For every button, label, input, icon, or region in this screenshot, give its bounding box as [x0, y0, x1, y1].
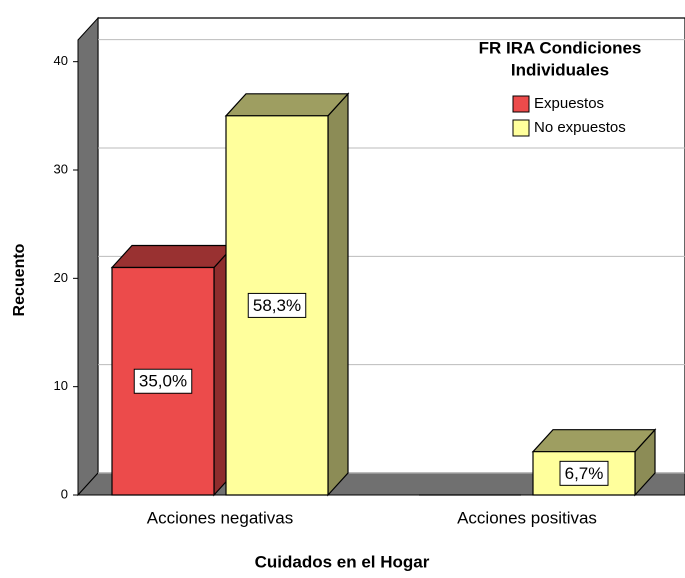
- bar-top: [110, 244, 236, 269]
- y-tick-label: 40: [54, 53, 68, 68]
- data-label: 58,3%: [253, 296, 301, 315]
- y-tick-label: 10: [54, 378, 68, 393]
- legend-title: Individuales: [511, 60, 609, 79]
- data-label-box: [559, 460, 609, 486]
- legend-label: Expuestos: [534, 95, 604, 112]
- bar: [224, 92, 350, 497]
- legend-title: FR IRA Condiciones: [479, 38, 642, 57]
- left-wall: [77, 16, 99, 497]
- legend-swatch: [512, 119, 530, 137]
- x-axis-label: Cuidados en el Hogar: [255, 552, 430, 571]
- y-tick-label: 20: [54, 270, 68, 285]
- y-tick-label: 30: [54, 161, 68, 176]
- data-label: 35,0%: [139, 372, 187, 391]
- data-label: 6,7%: [565, 464, 604, 483]
- data-label-box: [247, 292, 307, 318]
- bar-side: [327, 92, 349, 497]
- data-label-box: [133, 368, 193, 394]
- legend-label: No expuestos: [534, 119, 626, 136]
- x-tick-label: Acciones negativas: [147, 508, 293, 527]
- x-tick-label: Acciones positivas: [457, 508, 597, 527]
- y-tick-label: 0: [61, 486, 68, 501]
- y-axis-label: Recuento: [11, 243, 28, 316]
- legend-swatch: [512, 95, 530, 113]
- bar-top: [531, 429, 657, 453]
- bar-top: [224, 93, 350, 117]
